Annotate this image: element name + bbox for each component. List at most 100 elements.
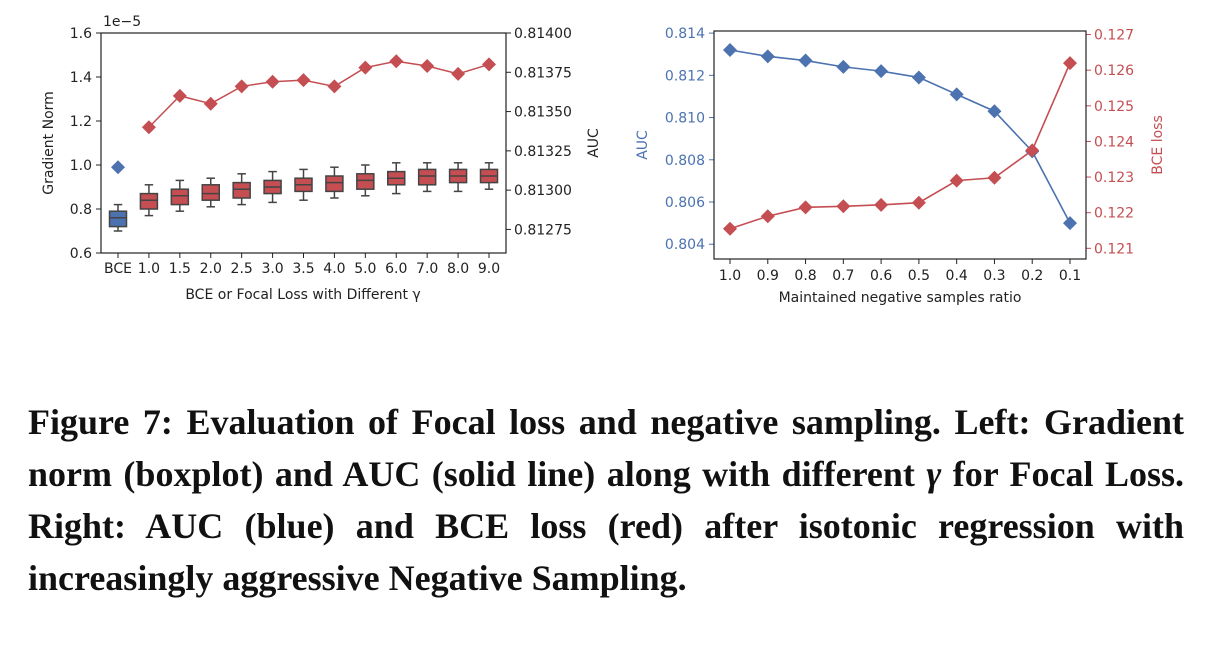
left-plot-frame <box>100 32 507 254</box>
right-chart-x-tick-label: 0.5 <box>908 268 930 284</box>
bce-loss-line <box>729 62 1071 230</box>
x-tick-label: 2.5 <box>231 261 253 277</box>
auc-point <box>760 49 775 64</box>
x-tick-label: 1.5 <box>169 261 191 277</box>
left-right-axis-label: AUC <box>586 128 602 158</box>
right-y-tick-label: 0.81300 <box>514 183 572 199</box>
right-chart-right-tick-label: 0.122 <box>1094 206 1134 222</box>
left-x-axis-label: BCE or Focal Loss with Different γ <box>185 287 420 303</box>
bce-loss-point <box>760 209 775 224</box>
right-chart-right-tick-label: 0.125 <box>1094 99 1134 115</box>
right-chart-x-tick-label: 0.1 <box>1059 268 1081 284</box>
right-chart-x-tick-label: 0.2 <box>1021 268 1043 284</box>
auc-point <box>203 96 218 111</box>
bce-loss-point <box>949 173 964 188</box>
bce-loss-point <box>1025 143 1040 158</box>
x-tick-label: 1.0 <box>138 261 160 277</box>
left-y-tick-label: 1.6 <box>70 26 92 42</box>
figure: 0.6 0.8 1.0 1.2 1.4 1.6 0.81275 0.81300 0.81325 0… <box>41 14 1166 306</box>
left-y-tick-label: 0.6 <box>70 246 92 262</box>
right-chart-x-tick-label: 0.6 <box>870 268 892 284</box>
bce-loss-point <box>987 170 1002 185</box>
auc-point <box>358 60 373 75</box>
right-chart-left-tick-label: 0.810 <box>665 111 705 127</box>
right-chart-x-tick-label: 0.9 <box>757 268 779 284</box>
right-y-tick-label: 0.81350 <box>514 105 572 121</box>
right-chart-left-tick-label: 0.808 <box>665 153 705 169</box>
left-chart: 0.6 0.8 1.0 1.2 1.4 1.6 0.81275 0.81300 0.81325 0… <box>41 14 602 303</box>
auc-point <box>1063 216 1077 231</box>
right-chart: 0.804 0.806 0.808 0.810 0.812 0.814 0.121 0.122… <box>635 26 1166 306</box>
x-tick-label: 4.0 <box>323 261 345 277</box>
auc-point <box>482 57 496 72</box>
auc-point <box>265 74 280 89</box>
auc-point <box>420 59 435 73</box>
right-chart-right-tick-label: 0.127 <box>1094 28 1134 44</box>
auc-point <box>874 64 889 79</box>
right-chart-x-tick-label: 0.4 <box>946 268 968 284</box>
right-chart-left-tick-label: 0.812 <box>665 68 705 84</box>
right-right-axis-label: BCE loss <box>1150 115 1166 174</box>
auc-point <box>327 79 342 94</box>
auc-point <box>141 120 156 135</box>
auc-line <box>729 49 1071 224</box>
auc-point <box>798 53 813 68</box>
auc-point <box>296 73 311 88</box>
caption-prefix: Figure 7: Evaluation of Focal loss and n… <box>28 402 1184 494</box>
right-chart-right-tick-label: 0.121 <box>1094 241 1134 257</box>
right-chart-left-tick-label: 0.804 <box>665 237 705 253</box>
auc-point <box>911 70 926 85</box>
bce-gradient-marker <box>111 160 125 175</box>
box <box>139 192 159 210</box>
right-chart-x-tick-label: 1.0 <box>719 268 741 284</box>
left-y-tick-label: 1.0 <box>70 158 92 174</box>
x-tick-label: 8.0 <box>447 261 469 277</box>
auc-point <box>389 54 404 69</box>
right-x-axis-label: Maintained negative samples ratio <box>779 290 1022 306</box>
right-plot-frame <box>713 30 1087 260</box>
box <box>232 181 251 199</box>
left-multiplier: 1e−5 <box>103 14 141 30</box>
caption-gamma: γ <box>926 454 942 494</box>
right-y-tick-label: 0.81275 <box>514 222 572 238</box>
auc-line <box>148 60 490 128</box>
auc-point <box>451 66 466 81</box>
right-chart-x-tick-label: 0.8 <box>794 268 816 284</box>
x-tick-label: 3.0 <box>261 261 283 277</box>
right-chart-x-tick-label: 0.7 <box>832 268 854 284</box>
right-y-tick-label: 0.81325 <box>514 144 572 160</box>
right-chart-x-tick-label: 0.3 <box>983 268 1005 284</box>
box <box>417 168 437 186</box>
bce-loss-point <box>874 197 889 212</box>
left-y-tick-label: 1.4 <box>70 70 92 86</box>
x-tick-label: 3.5 <box>292 261 314 277</box>
bce-loss-point <box>1063 56 1077 71</box>
auc-point <box>234 79 249 94</box>
auc-point <box>987 104 1002 119</box>
right-chart-left-tick-label: 0.806 <box>665 195 705 211</box>
left-y-tick-label: 1.2 <box>70 114 92 130</box>
right-chart-right-tick-label: 0.126 <box>1094 63 1134 79</box>
caption-suffix: for Focal Loss. Right: AUC (blue) and BC… <box>28 454 1184 598</box>
box <box>201 184 220 201</box>
x-tick-label: BCE <box>104 261 132 277</box>
x-tick-label: 2.0 <box>200 261 222 277</box>
right-chart-left-tick-label: 0.814 <box>665 26 705 42</box>
auc-point <box>723 43 737 57</box>
right-chart-right-tick-label: 0.123 <box>1094 170 1134 186</box>
auc-point <box>949 87 964 102</box>
box <box>170 188 190 206</box>
box <box>108 210 128 228</box>
bce-loss-point <box>911 195 926 210</box>
box <box>356 173 375 190</box>
right-y-axis-label: AUC <box>635 130 651 160</box>
bce-loss-point <box>836 199 851 214</box>
figure-caption: Figure 7: Evaluation of Focal loss and n… <box>28 396 1184 604</box>
right-y-tick-label: 0.81400 <box>514 26 572 42</box>
auc-point <box>172 88 187 103</box>
right-y-tick-label: 0.81375 <box>514 65 572 81</box>
auc-point <box>836 59 851 74</box>
x-tick-label: 5.0 <box>354 261 376 277</box>
bce-loss-point <box>798 200 813 215</box>
left-y-axis-label: Gradient Norm <box>41 91 57 195</box>
